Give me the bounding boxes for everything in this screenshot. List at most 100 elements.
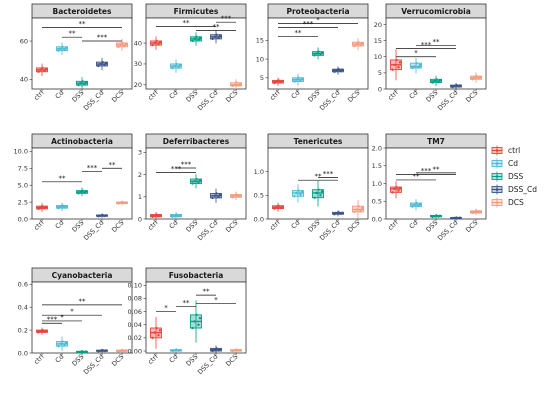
panel-title: Cyanobacteria [52, 271, 113, 280]
panel-cyanobacteria: Cyanobacteria 0.0 0.2 0.4 0.6 ctrl Cd DSSDSS_Cd… [18, 267, 133, 376]
sig-label: *** [323, 170, 334, 178]
data-point [317, 50, 320, 53]
y-tick-label: 2.5 [18, 198, 28, 206]
data-point [158, 329, 162, 332]
data-point [218, 347, 222, 351]
data-point [104, 61, 108, 65]
x-tick-label: DSS [70, 219, 85, 234]
data-point [471, 211, 474, 215]
sig-label: ** [413, 172, 421, 180]
data-point [295, 78, 298, 81]
data-point [197, 181, 200, 184]
x-tick-label: DSS [306, 89, 321, 104]
data-point [277, 79, 280, 82]
data-point [299, 79, 302, 82]
y-tick-label: 0.0 [254, 215, 264, 223]
y-tick-label: 0.6 [18, 281, 28, 289]
data-point [471, 78, 474, 81]
legend-item-cd: Cd [490, 157, 537, 170]
data-point [79, 350, 82, 354]
data-point [178, 348, 182, 352]
data-point [81, 80, 84, 83]
data-point [151, 43, 154, 47]
x-tick-label: DSS_Cd [436, 89, 459, 112]
data-point [198, 36, 202, 40]
y-tick-label: 0.2 [18, 326, 28, 334]
panel-title: Actinobacteria [51, 137, 113, 146]
y-tick-label: 0 [138, 215, 142, 223]
data-point [175, 213, 178, 216]
legend-key-point [495, 201, 499, 204]
data-point [393, 63, 396, 66]
data-point [455, 216, 458, 219]
data-point [37, 331, 40, 334]
plot-area [31, 147, 133, 220]
data-point [313, 54, 316, 57]
y-tick-label: 0.08 [128, 295, 142, 303]
x-tick-label: ctrl [268, 89, 281, 102]
data-point [218, 193, 222, 196]
y-tick-label: 20 [374, 21, 382, 29]
data-point [195, 177, 198, 181]
sig-label: *** [221, 15, 232, 23]
data-point [417, 66, 420, 69]
data-point [61, 340, 64, 343]
data-point [397, 189, 400, 192]
sig-label: ** [79, 20, 87, 28]
data-point [191, 182, 194, 185]
data-point [478, 210, 482, 213]
data-point [478, 75, 482, 79]
data-point [158, 40, 162, 44]
data-point [41, 328, 44, 332]
sig-label: * [70, 308, 74, 316]
sig-label: * [214, 296, 218, 304]
data-point [84, 350, 88, 353]
data-point [84, 190, 88, 193]
y-tick-label: 0 [378, 85, 382, 93]
data-point [437, 80, 440, 83]
data-point [191, 39, 194, 43]
x-tick-label: ctrl [268, 219, 281, 232]
plot-area [145, 17, 247, 90]
sig-label: ** [295, 29, 303, 37]
data-point [213, 35, 216, 38]
data-point [57, 344, 60, 348]
sig-label: * [60, 313, 64, 321]
y-tick-label: 0.02 [128, 334, 142, 342]
data-point [124, 349, 128, 352]
data-point [39, 206, 42, 209]
data-point [64, 341, 68, 344]
x-tick-label: ctrl [32, 219, 45, 232]
x-tick-label: DCS [110, 219, 125, 234]
data-point [391, 68, 394, 71]
data-point [275, 205, 278, 209]
legend-item-ctrl: ctrl [490, 144, 537, 157]
data-point [280, 205, 284, 208]
data-point [61, 204, 64, 207]
data-point [315, 52, 318, 55]
data-point [121, 41, 124, 45]
y-tick-label: 5 [378, 69, 382, 77]
x-tick-label: DSS_Cd [82, 219, 105, 242]
data-point [431, 215, 434, 219]
panel-fusobacteria: Fusobacteria 0.00 0.02 0.04 0.06 0.08 0.10 ctrl… [128, 267, 247, 376]
data-point [59, 205, 62, 209]
sig-label: ** [183, 19, 191, 27]
panel-title: Fusobacteria [169, 271, 224, 280]
data-point [273, 207, 276, 210]
data-point [44, 67, 48, 71]
y-tick-label: 1.0 [372, 180, 382, 188]
sig-label: * [316, 16, 320, 24]
data-point [418, 202, 422, 206]
data-point [355, 208, 358, 211]
data-point [175, 348, 178, 351]
data-point [171, 349, 174, 353]
data-point [360, 42, 364, 45]
data-point [123, 44, 126, 48]
x-tick-label: Cd [54, 219, 66, 231]
data-point [337, 211, 340, 214]
x-tick-label: ctrl [386, 89, 399, 102]
data-point [299, 193, 302, 196]
y-tick-label: 0.06 [128, 308, 142, 316]
